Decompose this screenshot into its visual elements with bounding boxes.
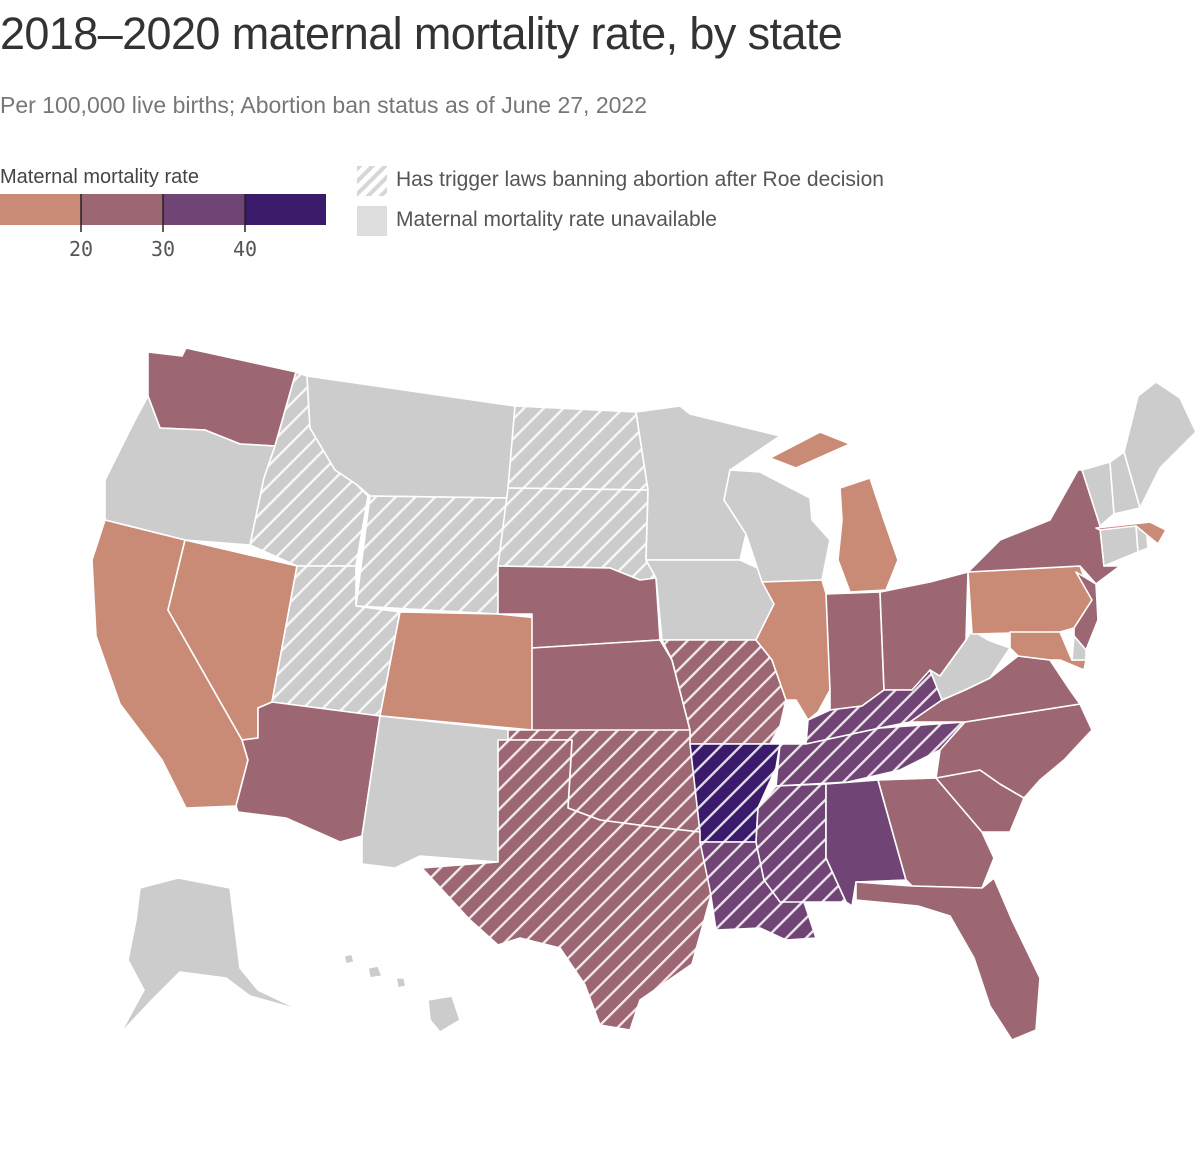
state-tx-trigger-hatch	[422, 740, 712, 1030]
state-hi	[343, 953, 461, 1033]
state-la-trigger-hatch	[700, 842, 816, 940]
scale-tick-label-30: 30	[151, 237, 175, 258]
legend-unavailable-label: Maternal mortality rate unavailable	[396, 208, 717, 231]
page-title: 2018–2020 maternal mortality rate, by st…	[0, 8, 843, 59]
state-ok-trigger-hatch	[508, 730, 700, 832]
page-subtitle: Per 100,000 live births; Abortion ban st…	[0, 92, 647, 118]
legend-trigger-label: Has trigger laws banning abortion after …	[396, 168, 884, 191]
scale-bin-mid	[81, 194, 163, 225]
color-scale: 20 30 40	[0, 194, 326, 258]
state-tn-trigger-hatch	[776, 722, 965, 786]
state-de	[1071, 635, 1087, 661]
state-me	[1123, 381, 1197, 509]
state-nm	[361, 715, 513, 869]
legend-title: Maternal mortality rate	[0, 166, 199, 188]
state-nc	[935, 703, 1093, 799]
scale-tick-label-40: 40	[233, 237, 257, 258]
unavailable-swatch-icon	[357, 206, 387, 236]
state-wi	[723, 469, 831, 583]
state-co	[379, 611, 539, 731]
state-nd-trigger-hatch	[508, 406, 648, 490]
state-wv	[929, 629, 1011, 701]
scale-bin-high	[163, 194, 245, 225]
state-mo-trigger-hatch	[662, 640, 786, 744]
state-ak	[119, 877, 301, 1035]
state-id-trigger-hatch	[250, 372, 368, 566]
state-sd-trigger-hatch	[498, 488, 656, 580]
state-ia	[645, 559, 775, 641]
scale-bin-top	[245, 194, 326, 225]
state-ks	[531, 639, 691, 733]
state-ms-trigger-hatch	[756, 784, 846, 902]
state-az	[235, 701, 381, 843]
scale-tick-label-20: 20	[69, 237, 93, 258]
state-wy-trigger-hatch	[356, 496, 508, 614]
hatch-swatch-icon	[357, 166, 387, 196]
state-ar-trigger-hatch	[690, 744, 780, 842]
scale-bin-low	[0, 194, 81, 225]
state-in	[825, 591, 885, 711]
state-ky-trigger-hatch	[806, 670, 942, 744]
state-ct	[1099, 525, 1139, 567]
state-fl	[855, 877, 1041, 1041]
us-map	[91, 347, 1197, 1041]
state-ut-trigger-hatch	[272, 566, 400, 716]
state-ma	[1095, 521, 1167, 545]
state-md	[1009, 631, 1087, 671]
state-pa	[967, 565, 1093, 635]
